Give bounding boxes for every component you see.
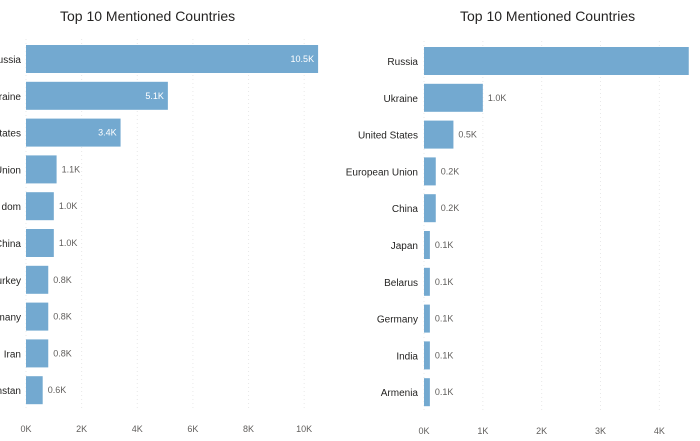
bar[interactable]	[424, 231, 430, 259]
category-label: Iran	[4, 349, 21, 360]
data-label: 0.1K	[435, 277, 454, 287]
bar[interactable]	[26, 81, 168, 110]
bar[interactable]	[26, 302, 49, 331]
x-tick-label: 10K	[296, 424, 312, 434]
data-label: 0.5K	[458, 130, 477, 140]
category-label: China	[0, 239, 21, 250]
category-label: Ukraine	[384, 94, 419, 105]
category-label: Union	[0, 165, 21, 176]
data-label: 0.1K	[435, 350, 454, 360]
data-label: 0.8K	[53, 312, 72, 322]
bar[interactable]	[424, 378, 430, 407]
category-label: United States	[358, 131, 418, 142]
category-label: urkey	[0, 276, 21, 287]
bar[interactable]	[424, 194, 436, 223]
data-label: 5.1K	[145, 91, 164, 101]
category-label: nstan	[0, 386, 21, 397]
x-tick-label: 3K	[595, 426, 606, 436]
data-label: 1.0K	[488, 93, 507, 103]
bar[interactable]	[424, 341, 430, 370]
data-label: 1.1K	[62, 164, 81, 174]
bar[interactable]	[26, 229, 54, 257]
bar[interactable]	[26, 192, 54, 221]
category-label: Japan	[391, 241, 418, 252]
chart-title: Top 10 Mentioned Countries	[60, 8, 236, 24]
data-label: 0.2K	[441, 166, 460, 176]
category-label: tates	[0, 129, 21, 140]
category-label: India	[396, 351, 418, 362]
x-tick-label: 4K	[654, 426, 665, 436]
category-label: Armenia	[381, 388, 419, 399]
category-label: dom	[2, 202, 21, 213]
data-label: 0.6K	[48, 385, 67, 395]
data-label: 0.8K	[53, 275, 72, 285]
data-label: 0.1K	[435, 387, 454, 397]
data-label: 10.5K	[291, 54, 315, 64]
bar[interactable]	[26, 376, 43, 405]
category-label: Belarus	[384, 278, 418, 289]
x-tick-label: 6K	[187, 424, 198, 434]
x-tick-label: 1K	[477, 426, 488, 436]
bar[interactable]	[26, 118, 121, 147]
bar[interactable]	[26, 339, 49, 368]
data-label: 3.4K	[98, 128, 117, 138]
category-label: China	[392, 204, 419, 215]
bar[interactable]	[26, 155, 57, 184]
data-label: 1.0K	[59, 238, 78, 248]
category-label: kraine	[0, 92, 21, 103]
data-label: 0.1K	[435, 314, 454, 324]
category-label: ussia	[0, 55, 21, 66]
bar[interactable]	[26, 45, 319, 73]
left-chart-panel: Top 10 Mentioned Countries 0K 2K 4K 6K 8K 10K…	[0, 0, 340, 441]
category-label: Germany	[377, 315, 418, 326]
x-tick-label: 2K	[536, 426, 547, 436]
x-tick-label: 4K	[132, 424, 143, 434]
data-label: 0.8K	[53, 348, 72, 358]
bar[interactable]	[424, 267, 430, 296]
data-label: 0.2K	[441, 203, 460, 213]
bar[interactable]	[424, 47, 689, 75]
category-label: many	[0, 313, 21, 324]
x-tick-label: 0K	[20, 424, 31, 434]
category-label: European Union	[346, 167, 418, 178]
x-tick-label: 2K	[76, 424, 87, 434]
bar-chart-left: 0K 2K 4K 6K 8K 10K ussia 10.5K kraine 5.1K tates 3.…	[0, 39, 319, 434]
bar[interactable]	[424, 83, 483, 112]
bar[interactable]	[424, 120, 454, 149]
data-label: 0.1K	[435, 240, 454, 250]
bar[interactable]	[26, 265, 49, 294]
bar-chart-right: 0K 1K 2K 3K 4K Russia Ukraine 1.0K United States…	[346, 41, 689, 436]
data-label: 1.0K	[59, 201, 78, 211]
bar[interactable]	[424, 157, 436, 186]
category-label: Russia	[387, 57, 418, 68]
right-chart-panel: Top 10 Mentioned Countries 0K 1K 2K 3K 4K Rus…	[340, 0, 700, 441]
x-tick-label: 0K	[418, 426, 429, 436]
x-tick-label: 8K	[243, 424, 254, 434]
bar[interactable]	[424, 304, 430, 333]
chart-title: Top 10 Mentioned Countries	[460, 8, 636, 24]
